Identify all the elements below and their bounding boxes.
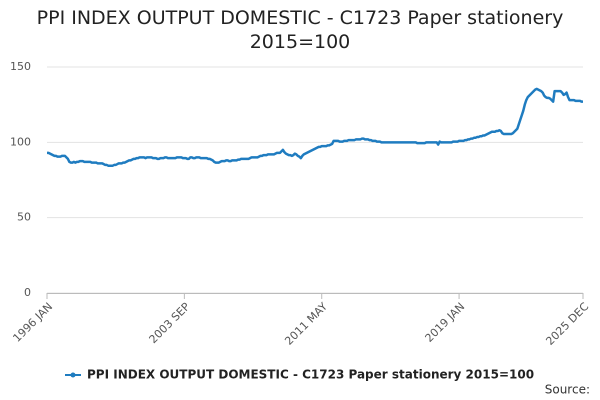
data-line (47, 87, 583, 167)
y-tick-label: 0 (24, 286, 31, 299)
legend-marker (70, 372, 76, 378)
chart-title: PPI INDEX OUTPUT DOMESTIC - C1723 Paper … (36, 7, 564, 53)
x-tick-label: 1996 JAN (10, 300, 55, 345)
x-tick-label: 2025 DEC (543, 300, 591, 348)
x-tick-label: 2019 JAN (423, 300, 468, 345)
y-tick-label: 50 (17, 211, 31, 224)
y-tick-label: 100 (10, 135, 31, 148)
source: Source: (545, 383, 590, 397)
y-tick-label: 150 (10, 60, 31, 73)
x-tick-label: 2011 MAY (282, 300, 330, 348)
legend-label: PPI INDEX OUTPUT DOMESTIC - C1723 Paper … (87, 368, 534, 382)
x-tick-label: 2003 SEP (147, 300, 193, 346)
